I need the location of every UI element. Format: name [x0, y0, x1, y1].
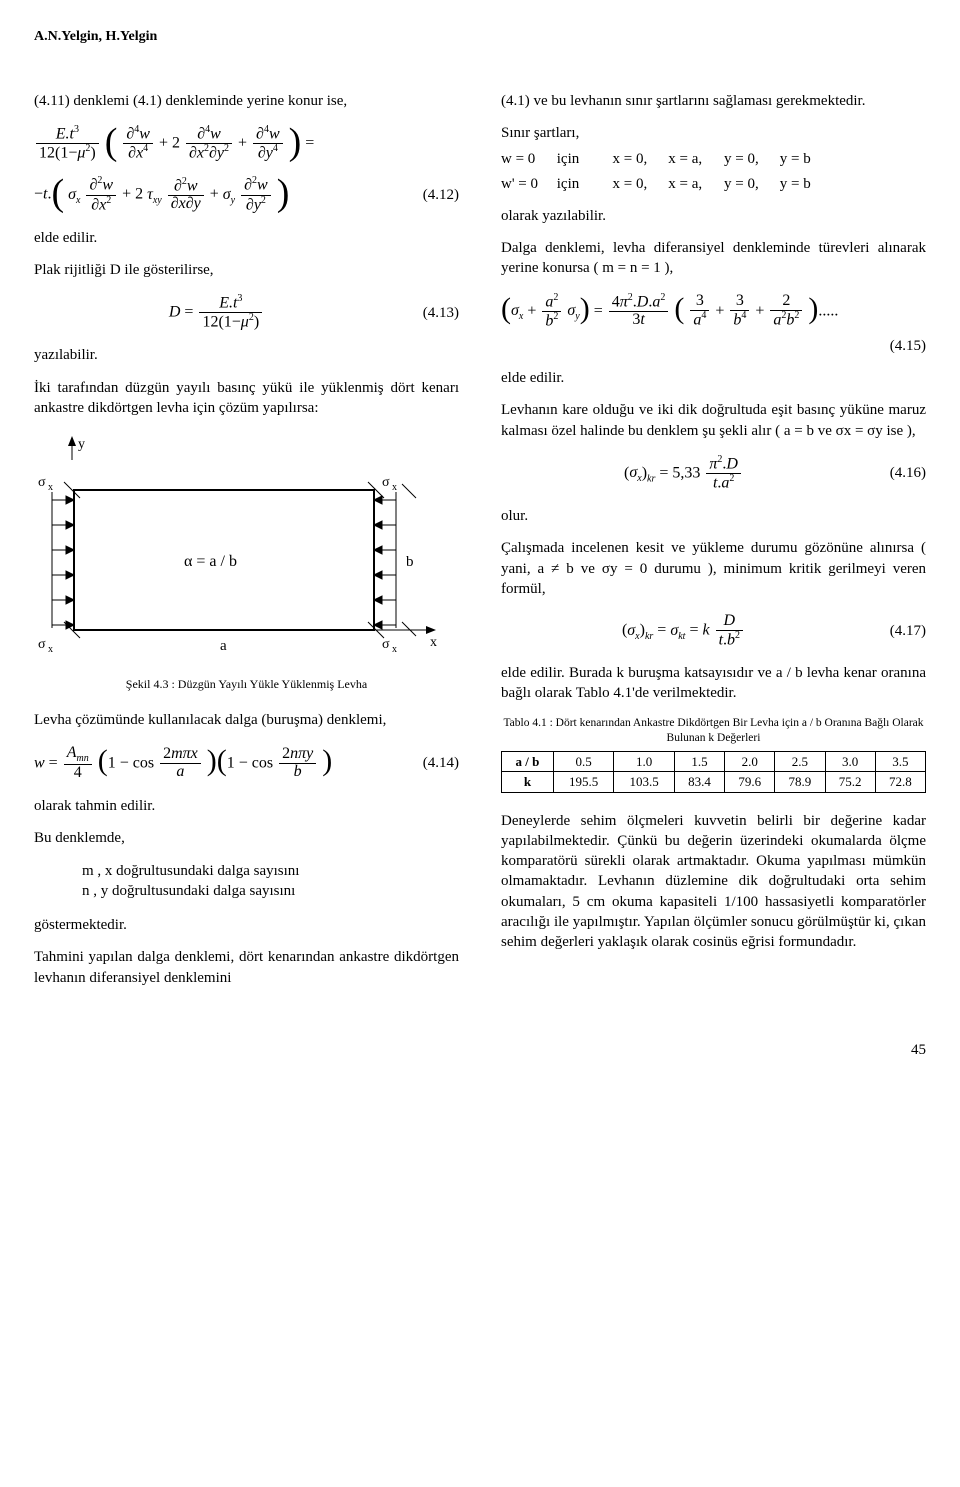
para-sinir: Sınır şartları, [501, 123, 926, 143]
figure-4-3-caption: Şekil 4.3 : Düzgün Yayılı Yükle Yüklenmi… [34, 676, 459, 692]
para-deney: Deneylerde sehim ölçmeleri kuvvetin beli… [501, 811, 926, 953]
svg-text:b: b [406, 554, 414, 570]
svg-text:x: x [392, 644, 397, 655]
para-bu-denklemde: Bu denklemde, [34, 828, 459, 848]
para-tahmini: Tahmini yapılan dalga denklemi, dört ken… [34, 947, 459, 988]
table-header-k: k [502, 772, 554, 793]
equation-4-12b: −t.( σx ∂2w∂x2 + 2 τxy ∂2w∂x∂y + σy ∂2w∂… [34, 176, 459, 213]
svg-text:x: x [430, 635, 437, 650]
figure-4-3: y σx σx σx σx [34, 430, 444, 670]
n-line: n , y doğrultusundaki dalga sayısını [82, 881, 459, 901]
equation-4-15: (σx + a2b2 σy) = 4π2.D.a23t ( 3a4 + 3b4 … [501, 293, 926, 330]
para-calismada: Çalışmada incelenen kesit ve yükleme dur… [501, 538, 926, 599]
para-levha-coz: Levha çözümünde kullanılacak dalga (buru… [34, 710, 459, 730]
table-4-1: a / b 0.5 1.0 1.5 2.0 2.5 3.0 3.5 k 195.… [501, 751, 926, 793]
table-row: k 195.5 103.5 83.4 79.6 78.9 75.2 72.8 [502, 772, 926, 793]
svg-text:x: x [48, 482, 53, 493]
left-column: (4.11) denklemi (4.1) denkleminde yerine… [34, 91, 459, 1000]
table-header-ab: a / b [502, 751, 554, 772]
para-yazilabilir: yazılabilir. [34, 345, 459, 365]
equation-4-16: (σx)kr = 5,33 π2.Dt.a2 (4.16) [501, 455, 926, 492]
equation-4-17: (σx)kr = σkt = k Dt.b2 (4.17) [501, 613, 926, 649]
bc-row-1: w = 0 için x = 0, x = a, y = 0, y = b [501, 149, 926, 169]
para-burada: elde edilir. Burada k buruşma katsayısıd… [501, 663, 926, 704]
right-column: (4.1) ve bu levhanın sınır şartlarını sa… [501, 91, 926, 1000]
bc-row-2: w' = 0 için x = 0, x = a, y = 0, y = b [501, 174, 926, 194]
para-olur: olur. [501, 506, 926, 526]
svg-text:σ: σ [38, 637, 46, 652]
page-number: 45 [34, 1040, 926, 1060]
table-row: a / b 0.5 1.0 1.5 2.0 2.5 3.0 3.5 [502, 751, 926, 772]
para-plak: Plak rijitliği D ile gösterilirse, [34, 260, 459, 280]
svg-text:σ: σ [38, 475, 46, 490]
equation-4-14: w = Amn4 (1 − cos 2mπxa )(1 − cos 2nπyb … [34, 745, 459, 782]
equation-4-12: E.t312(1−μ2) ( ∂4w∂x4 + 2 ∂4w∂x2∂y2 + ∂4… [34, 125, 459, 162]
para-intro-left: (4.11) denklemi (4.1) denkleminde yerine… [34, 91, 459, 111]
para-kare: Levhanın kare olduğu ve iki dik doğrultu… [501, 400, 926, 441]
equation-4-13: D = E.t312(1−μ2) (4.13) [34, 294, 459, 331]
para-elde-right: elde edilir. [501, 368, 926, 388]
svg-text:σ: σ [382, 475, 390, 490]
equation-4-15-num: (4.15) [501, 336, 926, 356]
para-dalga: Dalga denklemi, levha diferansiyel denkl… [501, 238, 926, 279]
mn-definitions: m , x doğrultusundaki dalga sayısını n ,… [82, 861, 459, 902]
svg-text:a: a [220, 638, 227, 654]
para-intro-right: (4.1) ve bu levhanın sınır şartlarını sa… [501, 91, 926, 111]
two-column-layout: (4.11) denklemi (4.1) denkleminde yerine… [34, 91, 926, 1000]
para-iki-taraf: İki tarafından düzgün yayılı basınç yükü… [34, 378, 459, 419]
para-elde-left: elde edilir. [34, 228, 459, 248]
para-olarak: olarak yazılabilir. [501, 206, 926, 226]
svg-text:x: x [392, 482, 397, 493]
fig-alpha-label: α = a / b [184, 553, 237, 570]
para-gostermektedir: göstermektedir. [34, 915, 459, 935]
svg-text:x: x [48, 644, 53, 655]
svg-text:σ: σ [382, 637, 390, 652]
fig-y-label: y [78, 437, 85, 452]
m-line: m , x doğrultusundaki dalga sayısını [82, 861, 459, 881]
table-4-1-caption: Tablo 4.1 : Dört kenarından Ankastre Dik… [501, 716, 926, 747]
author-line: A.N.Yelgin, H.Yelgin [34, 28, 926, 47]
para-tahmin: olarak tahmin edilir. [34, 796, 459, 816]
